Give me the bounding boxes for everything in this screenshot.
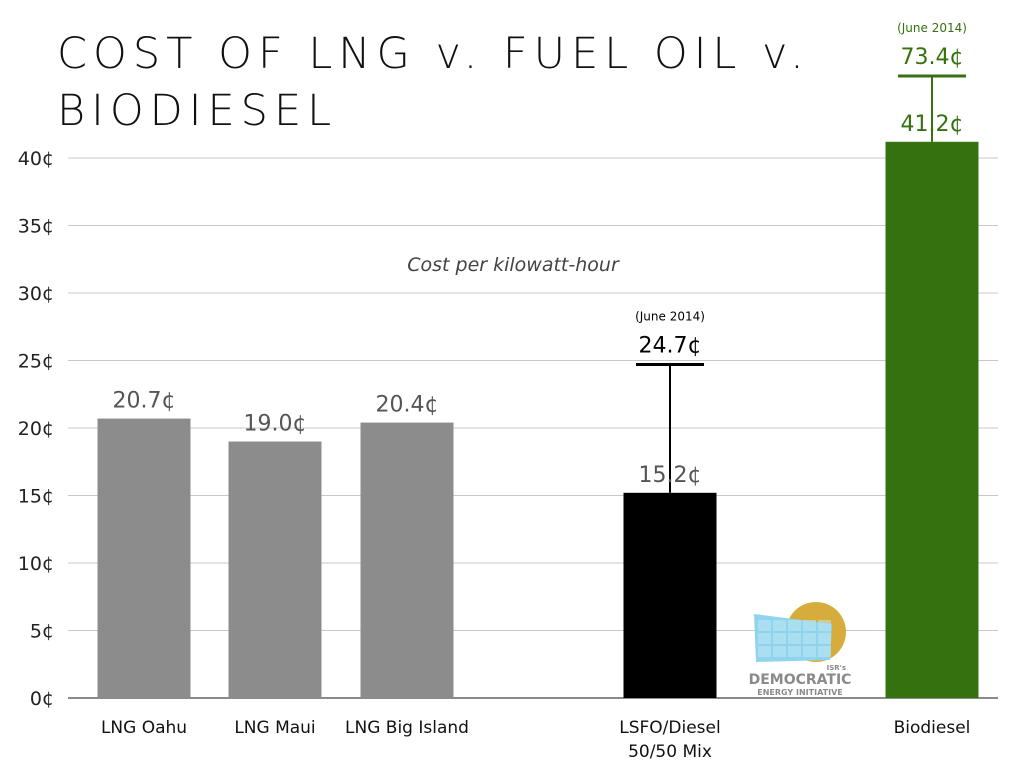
logo-panel-cell <box>758 633 771 644</box>
logo-panel-cell <box>758 620 771 631</box>
category-label: LNG Maui <box>234 718 315 738</box>
chart-subtitle: Cost per kilowatt-hour <box>407 254 620 276</box>
bar <box>885 141 979 699</box>
logo-panel-cell <box>758 646 771 657</box>
logo-panel-cell <box>773 646 786 657</box>
gridlines <box>68 157 998 699</box>
logo-panel-cell <box>803 620 816 631</box>
logo-panel-cell <box>788 633 801 644</box>
logo: ISR's DEMOCRATIC ENERGY INITIATIVE <box>749 602 852 697</box>
bar <box>360 422 454 698</box>
chart-title: COST OF LNG v. FUEL OIL v. BIODIESEL <box>57 29 810 136</box>
y-tick-label: 5¢ <box>30 621 54 643</box>
data-label: 20.4¢ <box>376 393 439 418</box>
logo-panel-cell <box>773 620 786 631</box>
y-tick-label: 30¢ <box>18 283 54 305</box>
y-tick-label: 25¢ <box>18 351 54 373</box>
category-label: LNG Oahu <box>101 718 187 738</box>
data-label: 15.2¢ <box>639 463 702 488</box>
bar <box>623 492 717 698</box>
category-label: LSFO/Diesel <box>619 718 720 738</box>
y-tick-label: 40¢ <box>18 148 54 170</box>
logo-small-text: ISR's <box>827 664 846 672</box>
data-label: 20.7¢ <box>113 389 176 414</box>
data-label: 41.2¢ <box>901 112 964 137</box>
y-axis: 0¢ 5¢ 10¢ 15¢ 20¢ 25¢ 30¢ 35¢ 40¢ <box>18 148 54 710</box>
logo-panel-cell <box>818 620 831 631</box>
high-value-label: 24.7¢ <box>639 334 702 359</box>
high-value-note: (June 2014) <box>897 21 967 35</box>
x-axis: LNG Oahu LNG Maui LNG Big Island LSFO/Diese… <box>101 718 970 762</box>
category-label: Biodiesel <box>894 718 971 738</box>
error-whiskers <box>636 74 966 493</box>
y-tick-label: 20¢ <box>18 418 54 440</box>
category-label: LNG Big Island <box>345 718 469 738</box>
category-label: 50/50 Mix <box>628 742 712 762</box>
data-labels: 20.7¢ 19.0¢ 20.4¢ 24.7¢ (June 2014) 15.2¢ 73.4… <box>113 21 967 488</box>
high-value-label: 73.4¢ <box>901 45 964 70</box>
y-tick-label: 10¢ <box>18 553 54 575</box>
logo-line-2: ENERGY INITIATIVE <box>757 688 843 697</box>
data-label: 19.0¢ <box>244 412 307 437</box>
logo-line-1: DEMOCRATIC <box>749 672 852 688</box>
logo-panel-cell <box>803 633 816 644</box>
logo-panel-cell <box>818 646 831 657</box>
bar <box>228 441 322 698</box>
bar <box>97 418 191 698</box>
logo-panel-cell <box>803 646 816 657</box>
bars <box>97 141 979 699</box>
y-tick-label: 15¢ <box>18 486 54 508</box>
logo-panel-cell <box>788 620 801 631</box>
y-tick-label: 0¢ <box>30 688 54 710</box>
y-tick-label: 35¢ <box>18 216 54 238</box>
logo-panel-cell <box>818 633 831 644</box>
high-value-note: (June 2014) <box>635 310 705 324</box>
logo-panel-cell <box>773 633 786 644</box>
logo-panel-cell <box>788 646 801 657</box>
